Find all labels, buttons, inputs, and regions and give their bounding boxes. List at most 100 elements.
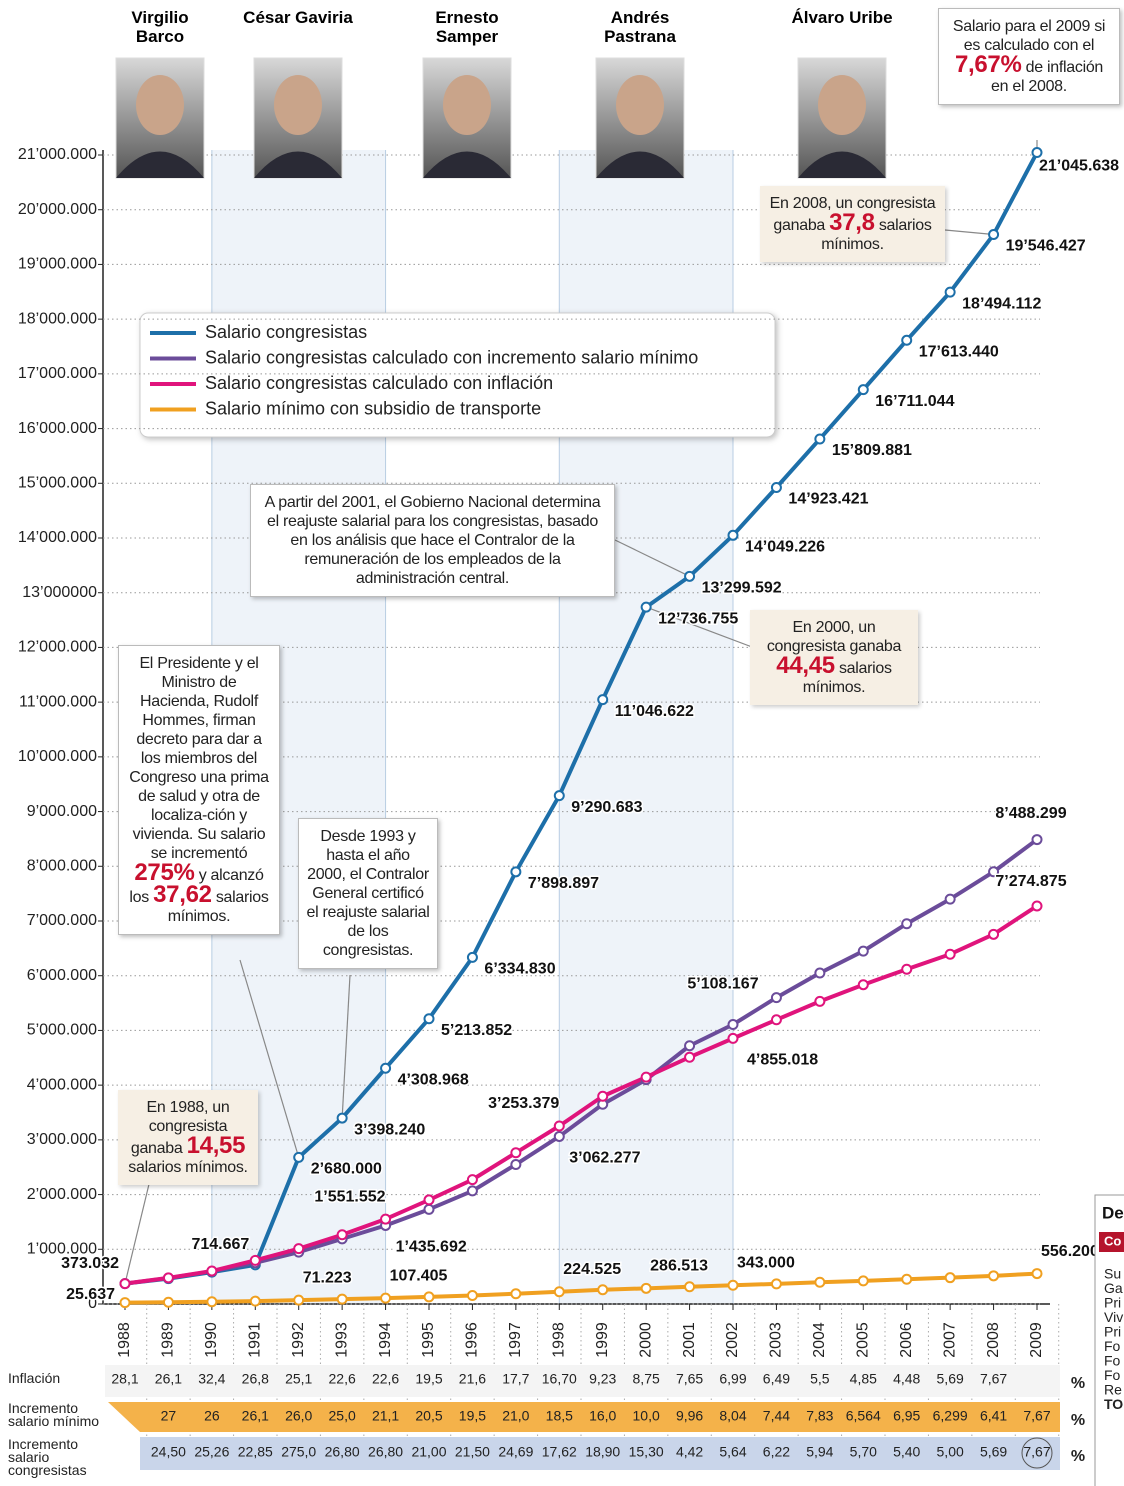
data-point — [729, 531, 738, 540]
data-point — [121, 1279, 130, 1288]
table-unit: % — [1071, 1375, 1085, 1392]
table-cell: 6,95 — [893, 1408, 920, 1424]
data-point — [772, 1015, 781, 1024]
value-label: 25.637 — [66, 1286, 115, 1303]
y-tick-label: 5’000.000 — [27, 1022, 97, 1039]
annotation-text: Desde 1993 y hasta el año 2000, el Contr… — [307, 828, 430, 959]
table-cell: 6,22 — [763, 1444, 790, 1460]
table-cell: 7,67 — [1023, 1408, 1050, 1424]
legend-label: Salario congresistas calculado con infla… — [205, 373, 553, 393]
y-tick-label: 21’000.000 — [18, 146, 97, 163]
data-point — [598, 695, 607, 704]
value-label: 13’299.592 — [702, 580, 782, 597]
value-label: 1’435.692 — [396, 1239, 467, 1256]
legend-label: Salario congresistas calculado con incre… — [205, 347, 698, 367]
data-point — [685, 1053, 694, 1062]
table-cell: 275,0 — [281, 1444, 316, 1460]
value-label: 1’551.552 — [314, 1188, 385, 1205]
annotation: En 1988, un congresista ganaba 14,55 sal… — [118, 1090, 258, 1185]
data-point — [468, 1291, 477, 1300]
table-cell: 8,75 — [633, 1371, 660, 1387]
data-point — [598, 1285, 607, 1294]
table-cell: 25,0 — [329, 1408, 356, 1424]
data-point — [338, 1295, 347, 1304]
data-point — [729, 1281, 738, 1290]
x-tick-label: 1999 — [594, 1322, 611, 1358]
data-point — [425, 1014, 434, 1023]
table-cell: 7,67 — [1023, 1444, 1050, 1460]
value-label: 373.032 — [61, 1255, 119, 1272]
data-point — [815, 997, 824, 1006]
value-label: 18’494.112 — [962, 295, 1041, 312]
data-point — [1033, 1269, 1042, 1278]
table-cell: 26,80 — [368, 1444, 403, 1460]
y-tick-label: 6’000.000 — [27, 967, 97, 984]
data-point — [207, 1267, 216, 1276]
data-point — [381, 1294, 390, 1303]
x-tick-label: 1995 — [420, 1322, 437, 1358]
data-point — [338, 1230, 347, 1239]
table-cell: 5,40 — [893, 1444, 920, 1460]
data-point — [685, 572, 694, 581]
annotation-highlight: 37,8 — [829, 209, 875, 236]
data-point — [425, 1195, 434, 1204]
table-cell: 16,0 — [589, 1408, 616, 1424]
y-tick-label: 2’000.000 — [27, 1186, 97, 1203]
y-tick-label: 17’000.000 — [18, 365, 97, 382]
table-cell: 7,67 — [980, 1371, 1007, 1387]
data-point — [946, 895, 955, 904]
value-label: 9’290.683 — [571, 799, 642, 816]
table-cell: 4,85 — [850, 1371, 877, 1387]
x-tick-label: 2008 — [985, 1322, 1002, 1358]
data-point — [164, 1273, 173, 1282]
x-tick-label: 2006 — [898, 1322, 915, 1358]
data-point — [251, 1297, 260, 1306]
annotation-text: En 2000, un congresista ganaba — [767, 619, 901, 655]
table-cell: 21,0 — [502, 1408, 529, 1424]
y-tick-label: 10’000.000 — [18, 748, 97, 765]
president-photo — [423, 58, 511, 178]
data-point — [685, 1041, 694, 1050]
table-cell: 22,85 — [238, 1444, 273, 1460]
table-cell: 22,6 — [372, 1371, 399, 1387]
legend-label: Salario congresistas — [205, 322, 367, 342]
data-point — [815, 1278, 824, 1287]
data-point — [468, 1186, 477, 1195]
annotation-text: El Presidente y el Ministro de Hacienda,… — [129, 655, 269, 862]
president-name: Andrés Pastrana — [585, 8, 695, 46]
annotation-text: A partir del 2001, el Gobierno Nacional … — [265, 494, 601, 587]
x-tick-label: 1998 — [551, 1322, 568, 1358]
data-point — [902, 919, 911, 928]
data-point — [164, 1298, 173, 1307]
data-point — [902, 1275, 911, 1284]
table-cell: 26,1 — [155, 1371, 182, 1387]
x-tick-label: 2000 — [637, 1322, 654, 1358]
y-tick-label: 11’000.000 — [19, 693, 97, 710]
table-cell: 19,5 — [415, 1371, 442, 1387]
photo-head — [443, 75, 491, 135]
value-label: 5’213.852 — [441, 1022, 512, 1039]
x-tick-label: 1994 — [377, 1322, 394, 1358]
x-tick-label: 1991 — [247, 1322, 264, 1358]
table-cell: 6,564 — [846, 1408, 881, 1424]
x-tick-label: 2001 — [681, 1322, 698, 1358]
value-label: 14’923.421 — [788, 491, 868, 508]
photo-head — [818, 75, 866, 135]
table-cell: 19,5 — [459, 1408, 486, 1424]
data-point — [381, 1064, 390, 1073]
data-point — [772, 993, 781, 1002]
table-cell: 5,00 — [937, 1444, 964, 1460]
value-label: 7’274.875 — [995, 873, 1066, 890]
value-label: 16’711.044 — [875, 393, 954, 410]
president-photo — [116, 58, 204, 178]
y-tick-label: 14’000.000 — [18, 529, 97, 546]
data-point — [555, 1121, 564, 1130]
x-tick-label: 2005 — [855, 1322, 872, 1358]
president-photo — [254, 58, 342, 178]
y-tick-label: 3’000.000 — [27, 1131, 97, 1148]
table-cell: 25,26 — [194, 1444, 229, 1460]
data-point — [294, 1153, 303, 1162]
table-cell: 20,5 — [415, 1408, 442, 1424]
table-cell: 16,70 — [542, 1371, 577, 1387]
data-point — [381, 1215, 390, 1224]
